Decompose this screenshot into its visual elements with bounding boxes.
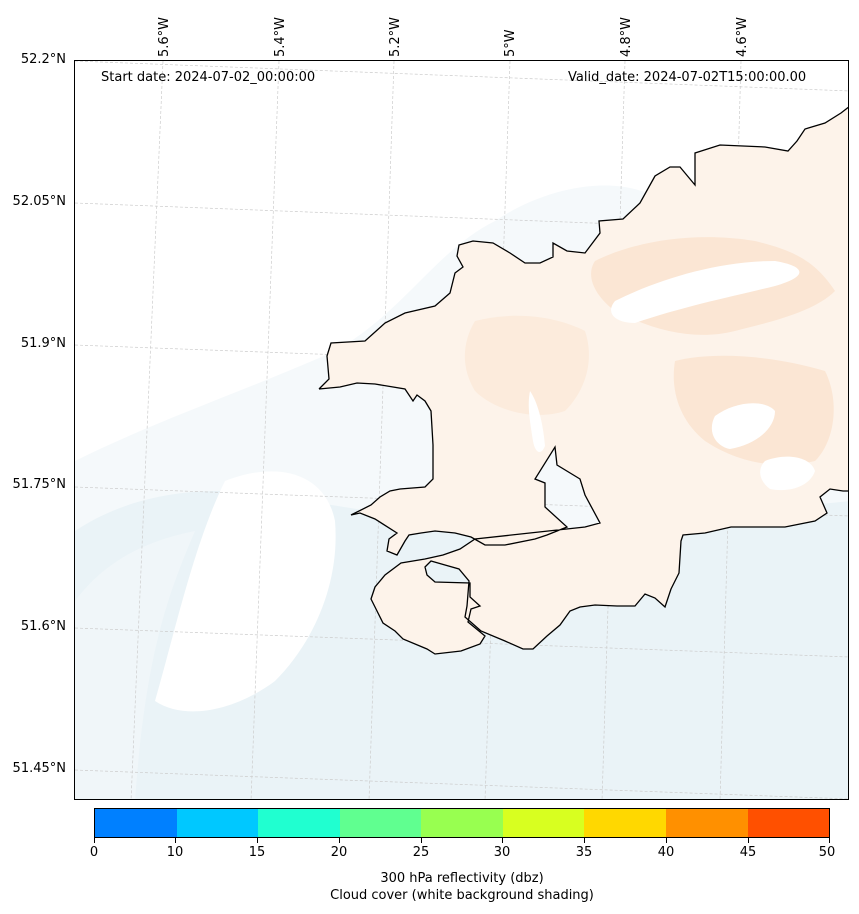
- colorbar-tick: [584, 838, 585, 843]
- lat-label-51-9n: 51.9°N: [20, 336, 66, 351]
- colorbar-tick-label: 25: [412, 845, 430, 860]
- lon-label-5-6w: 5.6°W: [157, 16, 172, 57]
- colorbar-tick: [502, 838, 503, 843]
- lon-label-5w: 5°W: [503, 29, 518, 57]
- colorbar-tick: [748, 838, 749, 843]
- reflectivity-colorbar: [94, 808, 830, 838]
- colorbar-segment-30-35: [502, 809, 585, 837]
- lon-label-4-8w: 4.8°W: [619, 16, 634, 57]
- lon-label-5-2w: 5.2°W: [388, 16, 403, 57]
- lat-label-52-05n: 52.05°N: [12, 194, 66, 209]
- land-clear-gap-east: [711, 403, 775, 449]
- land-clear-gap-channel: [528, 391, 545, 453]
- coastline: [318, 106, 848, 655]
- colorbar-segment-10-15: [176, 809, 259, 837]
- colorbar-segment-35-40: [584, 809, 666, 837]
- colorbar-caption-line1: 300 hPa reflectivity (dbz): [380, 871, 544, 886]
- sea-cloud-shading-southwest: [75, 531, 195, 799]
- colorbar-tick-label: 35: [575, 845, 593, 860]
- map-canvas: [75, 61, 848, 799]
- colorbar-segment-45-50: [747, 809, 830, 837]
- colorbar-tick-label: 40: [657, 845, 675, 860]
- colorbar-tick-label: 30: [493, 845, 511, 860]
- colorbar-segment-20-25: [339, 809, 422, 837]
- colorbar-tick-label: 20: [330, 845, 348, 860]
- colorbar-caption-line2: Cloud cover (white background shading): [330, 888, 594, 903]
- lat-label-52-2n: 52.2°N: [20, 52, 66, 67]
- colorbar-tick-label: 15: [248, 845, 266, 860]
- sea-cloud-clear-patch: [155, 471, 336, 712]
- colorbar-tick-label: 50: [818, 845, 836, 860]
- colorbar-tick: [339, 838, 340, 843]
- colorbar-tick-label: 10: [166, 845, 184, 860]
- land-shading-center: [464, 315, 589, 415]
- start-date-label: Start date: 2024-07-02_00:00:00: [101, 70, 316, 85]
- lat-label-51-45n: 51.45°N: [12, 761, 66, 776]
- colorbar-tick: [421, 838, 422, 843]
- lat-label-51-6n: 51.6°N: [20, 619, 66, 634]
- valid-date-label: Valid_date: 2024-07-02T15:00:00.00: [568, 70, 807, 85]
- colorbar-segment-25-30: [421, 809, 503, 837]
- colorbar-tick: [666, 838, 667, 843]
- colorbar-tick: [175, 838, 176, 843]
- land-clear-gap-north: [611, 261, 800, 323]
- colorbar-tick: [257, 838, 258, 843]
- colorbar-tick-label: 0: [89, 845, 99, 860]
- colorbar-tick: [94, 838, 95, 843]
- colorbar-tick-label: 45: [739, 845, 757, 860]
- colorbar-segment-15-20: [258, 809, 340, 837]
- map-panel: [74, 60, 849, 800]
- colorbar-tick: [829, 838, 830, 843]
- land-clear-gap-southeast: [760, 456, 815, 491]
- lon-label-5-4w: 5.4°W: [273, 16, 288, 57]
- lon-label-4-6w: 4.6°W: [735, 16, 750, 57]
- colorbar-segment-0-10: [95, 809, 177, 837]
- lat-label-51-75n: 51.75°N: [12, 477, 66, 492]
- colorbar-segment-40-45: [665, 809, 748, 837]
